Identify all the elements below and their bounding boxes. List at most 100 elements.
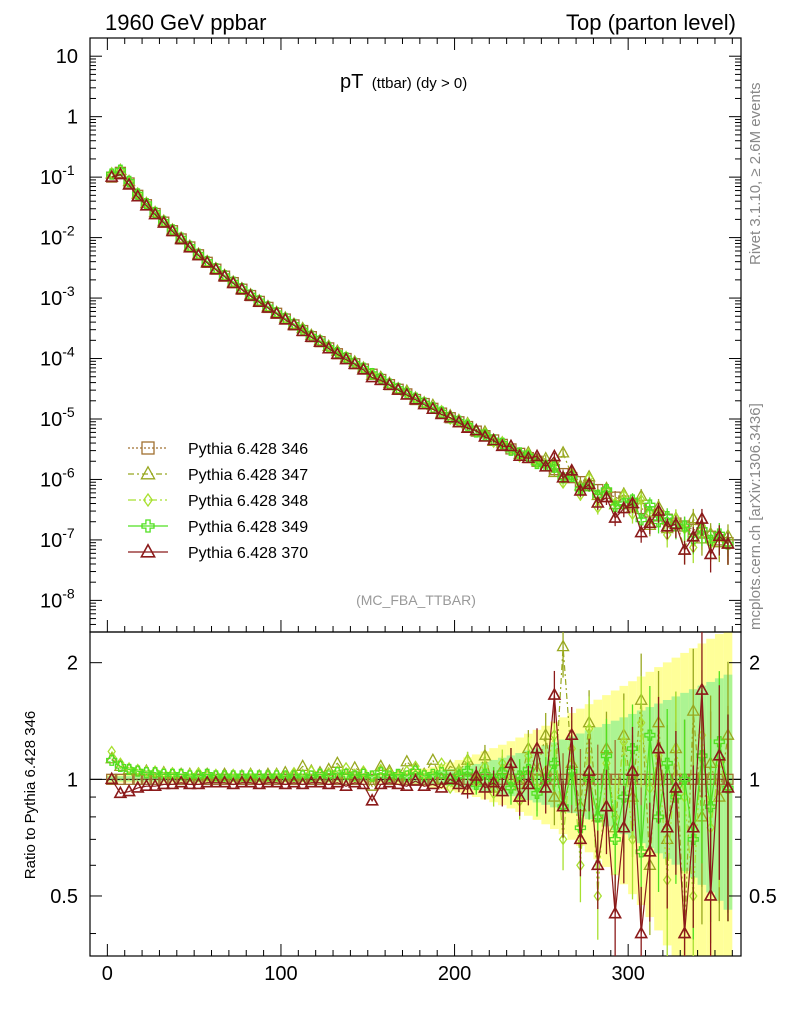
data-point xyxy=(401,387,413,400)
ratio-y-tick-label-right: 0.5 xyxy=(749,886,777,908)
legend-entry: Pythia 6.428 370 xyxy=(128,543,308,562)
ratio-y-tick-label: 0.5 xyxy=(50,886,78,908)
ratio-point xyxy=(104,771,119,785)
data-point xyxy=(349,357,361,369)
data-point xyxy=(174,231,188,245)
series-5-ratio xyxy=(104,632,735,956)
data-point xyxy=(651,503,666,516)
ratio-point xyxy=(660,820,675,833)
ratio-point xyxy=(392,768,404,781)
ratio-point xyxy=(201,768,213,781)
ratio-point xyxy=(278,765,292,778)
ratio-point xyxy=(132,765,144,777)
data-point xyxy=(295,323,310,337)
data-point xyxy=(269,306,284,319)
ratio-point xyxy=(174,775,188,788)
ratio-point xyxy=(348,760,362,773)
main-panel: 10 1 10-1 10-2 10-3 10-4 10-5 10-6 10-7 10-8 xyxy=(40,37,742,633)
data-point xyxy=(139,198,154,211)
x-tick-label: 0 xyxy=(102,963,113,985)
data-point xyxy=(704,534,717,547)
data-point xyxy=(652,516,665,528)
ratio-point xyxy=(443,771,458,785)
ratio-point xyxy=(200,775,215,788)
ratio-point xyxy=(558,833,568,846)
data-point xyxy=(625,495,640,509)
legend-entry: Pythia 6.428 348 xyxy=(128,492,308,510)
ratio-point xyxy=(495,783,510,797)
y-tick-label: 10-7 xyxy=(40,525,75,552)
ratio-point xyxy=(139,778,154,791)
ratio-point xyxy=(383,770,396,782)
ratio-point xyxy=(323,770,335,782)
data-point xyxy=(383,378,396,390)
data-point xyxy=(236,283,248,295)
plot-title-main: pT xyxy=(340,71,363,93)
ratio-point xyxy=(443,759,457,772)
ratio-point xyxy=(608,906,622,919)
ratio-point xyxy=(149,767,161,779)
data-point xyxy=(608,510,622,523)
ratio-point xyxy=(261,775,275,788)
ratio-point xyxy=(626,742,639,755)
ratio-point xyxy=(322,762,336,775)
energy-label: 1960 GeV ppbar xyxy=(105,10,266,35)
ratio-point xyxy=(590,857,605,871)
y-tick-label: 10-8 xyxy=(40,585,75,612)
data-point xyxy=(547,448,562,462)
y-tick-label: 10-4 xyxy=(40,344,75,371)
ratio-point xyxy=(426,752,440,765)
legend-label: Pythia 6.428 348 xyxy=(188,493,308,510)
ratio-panel-frame xyxy=(89,631,742,957)
ratio-point xyxy=(349,770,361,782)
data-point xyxy=(504,438,518,452)
data-point xyxy=(582,476,596,490)
ratio-axis-label: Ratio to Pythia 6.428 346 xyxy=(22,711,39,879)
data-point xyxy=(495,438,510,452)
data-point xyxy=(140,198,153,210)
data-point xyxy=(192,248,205,260)
ratio-point xyxy=(408,773,423,786)
data-point xyxy=(201,255,213,268)
data-point xyxy=(540,459,552,472)
data-point xyxy=(574,483,587,495)
data-point xyxy=(662,528,672,542)
data-point xyxy=(132,188,144,200)
data-point xyxy=(253,295,265,307)
data-point xyxy=(357,362,370,374)
data-point xyxy=(573,483,588,496)
ratio-point xyxy=(105,751,119,764)
ratio-point xyxy=(243,775,258,788)
data-point xyxy=(122,177,136,190)
ratio-point xyxy=(427,768,439,781)
data-point xyxy=(297,324,309,336)
ratio-point xyxy=(305,770,317,782)
series-line xyxy=(111,169,729,545)
ratio-point xyxy=(661,757,673,769)
data-point xyxy=(243,288,258,301)
data-point xyxy=(712,528,727,542)
ratio-point xyxy=(374,759,388,772)
ratio-point xyxy=(366,770,378,782)
rivet-version-label: Rivet 3.1.10, ≥ 2.6M events xyxy=(747,83,764,266)
data-point xyxy=(210,263,222,275)
ratio-band-green xyxy=(133,776,143,782)
ratio-point xyxy=(365,793,379,806)
x-tick-label: 300 xyxy=(611,963,644,985)
ratio-point xyxy=(703,888,718,901)
analysis-label: (MC_FBA_TTBAR) xyxy=(356,592,476,608)
data-point xyxy=(427,401,439,414)
data-point xyxy=(634,524,649,538)
data-point xyxy=(418,397,430,409)
data-point xyxy=(175,232,187,244)
data-point xyxy=(217,269,232,282)
series-line xyxy=(111,171,729,544)
data-point xyxy=(512,448,527,461)
legend-entry: Pythia 6.428 347 xyxy=(128,465,308,484)
plot-title-sub: (ttbar) (dy > 0) xyxy=(372,75,467,92)
data-point xyxy=(695,511,709,524)
data-point xyxy=(304,329,319,342)
data-point xyxy=(149,206,161,219)
ratio-point xyxy=(426,776,440,790)
